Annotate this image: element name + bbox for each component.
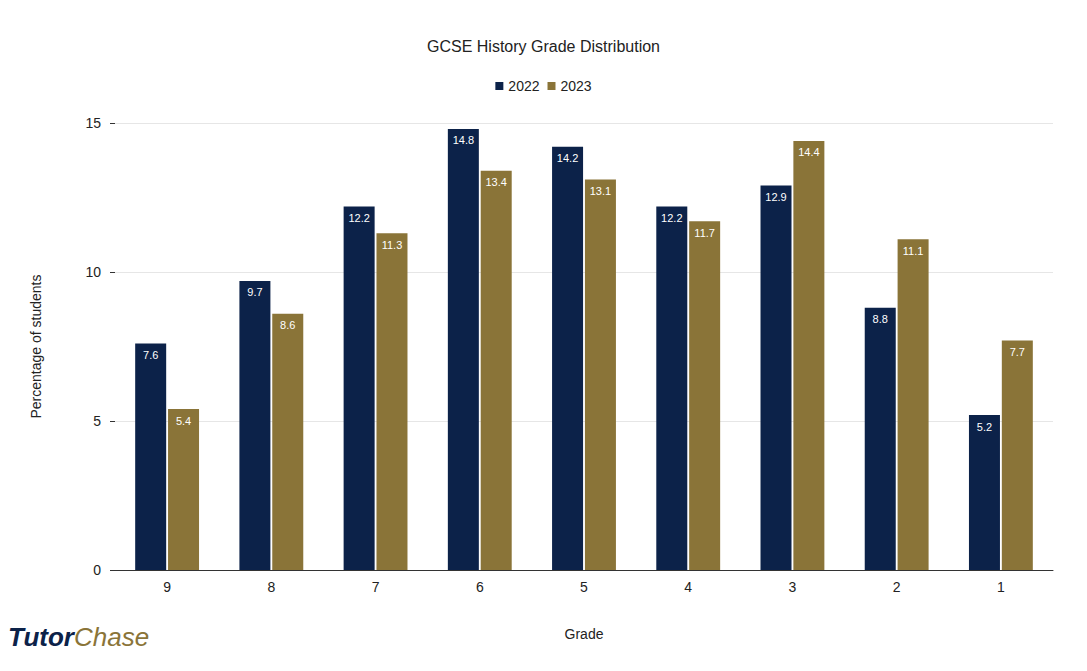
svg-text:Grade: Grade [565,626,604,642]
svg-text:11.3: 11.3 [382,239,403,251]
svg-text:14.2: 14.2 [557,152,578,164]
svg-text:2023: 2023 [561,78,592,94]
svg-text:GCSE History Grade Distributio: GCSE History Grade Distribution [427,38,660,55]
svg-text:11.7: 11.7 [694,227,715,239]
svg-text:7.7: 7.7 [1010,346,1025,358]
svg-text:1: 1 [997,579,1005,595]
svg-text:Chase: Chase [74,622,149,652]
svg-text:5: 5 [93,413,101,429]
svg-text:Percentage of students: Percentage of students [28,275,44,419]
svg-text:5.2: 5.2 [977,421,992,433]
svg-text:13.1: 13.1 [590,185,611,197]
svg-text:Tutor: Tutor [8,622,76,652]
svg-text:8.8: 8.8 [873,313,888,325]
svg-text:8.6: 8.6 [280,319,295,331]
svg-text:10: 10 [85,264,101,280]
svg-text:5.4: 5.4 [176,415,191,427]
svg-text:0: 0 [93,562,101,578]
svg-text:12.2: 12.2 [348,212,369,224]
svg-text:11.1: 11.1 [903,245,924,257]
svg-text:8: 8 [267,579,275,595]
svg-text:4: 4 [684,579,692,595]
svg-text:7: 7 [372,579,380,595]
svg-text:14.4: 14.4 [798,146,819,158]
svg-text:12.9: 12.9 [765,191,786,203]
svg-text:2: 2 [893,579,901,595]
svg-text:13.4: 13.4 [485,176,506,188]
svg-text:2022: 2022 [508,78,539,94]
svg-text:9: 9 [163,579,171,595]
svg-text:3: 3 [789,579,797,595]
svg-text:12.2: 12.2 [661,212,682,224]
svg-text:5: 5 [580,579,588,595]
svg-text:14.8: 14.8 [453,134,474,146]
svg-text:6: 6 [476,579,484,595]
svg-text:15: 15 [85,115,101,131]
svg-text:7.6: 7.6 [143,349,158,361]
svg-text:9.7: 9.7 [247,286,262,298]
